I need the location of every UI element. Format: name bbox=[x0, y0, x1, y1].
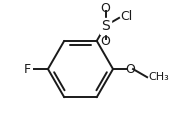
Text: O: O bbox=[125, 63, 135, 76]
Text: CH₃: CH₃ bbox=[148, 72, 169, 82]
Text: S: S bbox=[101, 19, 110, 33]
Text: O: O bbox=[101, 2, 110, 15]
Text: Cl: Cl bbox=[121, 11, 133, 23]
Text: O: O bbox=[101, 36, 110, 48]
Text: F: F bbox=[23, 63, 30, 76]
